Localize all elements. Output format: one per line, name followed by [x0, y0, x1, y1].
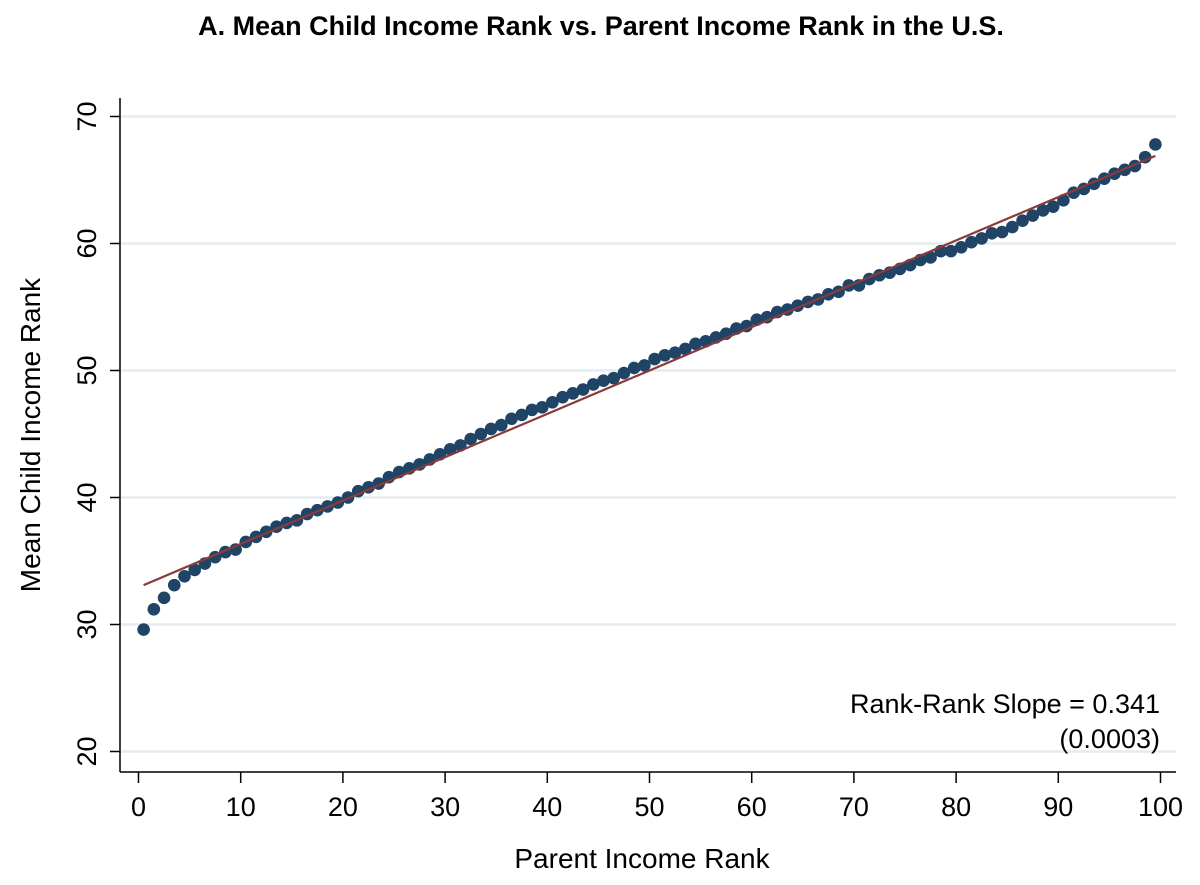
data-point-54 [689, 337, 702, 351]
data-point-83 [985, 227, 999, 240]
y-tick-label-2: 40 [72, 482, 102, 512]
data-point-98 [1138, 150, 1152, 164]
data-point-85 [1006, 220, 1019, 234]
data-point-0 [137, 623, 150, 636]
x-tick-label-3: 30 [430, 792, 460, 822]
data-point-59 [740, 319, 753, 333]
x-axis-ticks: 0 10 20 30 40 50 60 70 80 90 100 [131, 772, 1183, 822]
data-point-86 [1016, 214, 1029, 227]
fit-line [143, 154, 1156, 587]
x-tick-label-9: 90 [1043, 792, 1073, 822]
y-tick-label-3: 50 [72, 355, 102, 385]
data-point-39 [535, 401, 549, 414]
x-tick-label-8: 80 [941, 792, 971, 822]
data-point-34 [484, 422, 498, 436]
y-tick-label-5: 70 [72, 101, 102, 131]
data-point-53 [678, 342, 692, 356]
data-point-45 [597, 374, 610, 387]
data-point-5 [188, 563, 202, 577]
y-tick-label-4: 60 [72, 228, 102, 258]
x-tick-label-2: 20 [328, 792, 358, 822]
data-point-35 [495, 418, 508, 432]
data-point-3 [167, 578, 181, 592]
data-point-51 [658, 348, 672, 362]
data-point-38 [525, 403, 539, 417]
x-tick-label-5: 50 [634, 792, 664, 822]
x-tick-label-7: 70 [839, 792, 869, 822]
chart-title: A. Mean Child Income Rank vs. Parent Inc… [198, 11, 1004, 41]
x-tick-label-10: 100 [1138, 792, 1183, 822]
y-tick-label-1: 30 [72, 609, 102, 639]
data-point-1 [147, 602, 161, 616]
data-point-82 [975, 232, 988, 245]
data-point-43 [576, 383, 590, 396]
data-point-4 [178, 569, 191, 583]
x-tick-label-6: 60 [737, 792, 767, 822]
x-axis-label: Parent Income Rank [514, 843, 770, 874]
y-tick-label-0: 20 [72, 736, 102, 766]
data-point-88 [1036, 204, 1050, 217]
data-point-79 [944, 244, 958, 258]
data-point-49 [638, 359, 651, 372]
slope-std-error: (0.0003) [1059, 724, 1160, 754]
data-point-42 [566, 387, 580, 400]
data-point-48 [627, 361, 641, 375]
data-point-33 [474, 427, 488, 441]
data-point-41 [556, 390, 569, 404]
data-point-99 [1149, 138, 1162, 151]
y-axis-label: Mean Child Income Rank [15, 277, 46, 592]
x-tick-label-1: 10 [226, 792, 256, 822]
data-point-81 [965, 235, 978, 249]
x-tick-label-4: 40 [532, 792, 562, 822]
data-point-32 [464, 432, 477, 446]
data-point-87 [1026, 209, 1040, 222]
data-point-47 [617, 366, 631, 380]
data-point-84 [995, 225, 1009, 239]
data-point-40 [546, 395, 559, 409]
data-points [137, 138, 1162, 636]
data-point-37 [515, 408, 529, 422]
data-point-80 [954, 241, 968, 254]
data-point-50 [648, 352, 661, 366]
data-point-46 [607, 371, 621, 385]
data-point-52 [668, 346, 682, 360]
x-tick-label-0: 0 [131, 792, 146, 822]
data-point-77 [924, 251, 937, 264]
data-point-36 [505, 412, 518, 426]
y-axis-ticks: 20 30 40 50 60 70 [72, 101, 120, 767]
data-point-89 [1046, 200, 1060, 213]
slope-annotation: Rank-Rank Slope = 0.341 [850, 689, 1160, 719]
data-point-30 [443, 442, 457, 456]
grid-lines [121, 115, 1176, 753]
data-point-44 [586, 378, 600, 391]
data-point-2 [157, 591, 171, 605]
